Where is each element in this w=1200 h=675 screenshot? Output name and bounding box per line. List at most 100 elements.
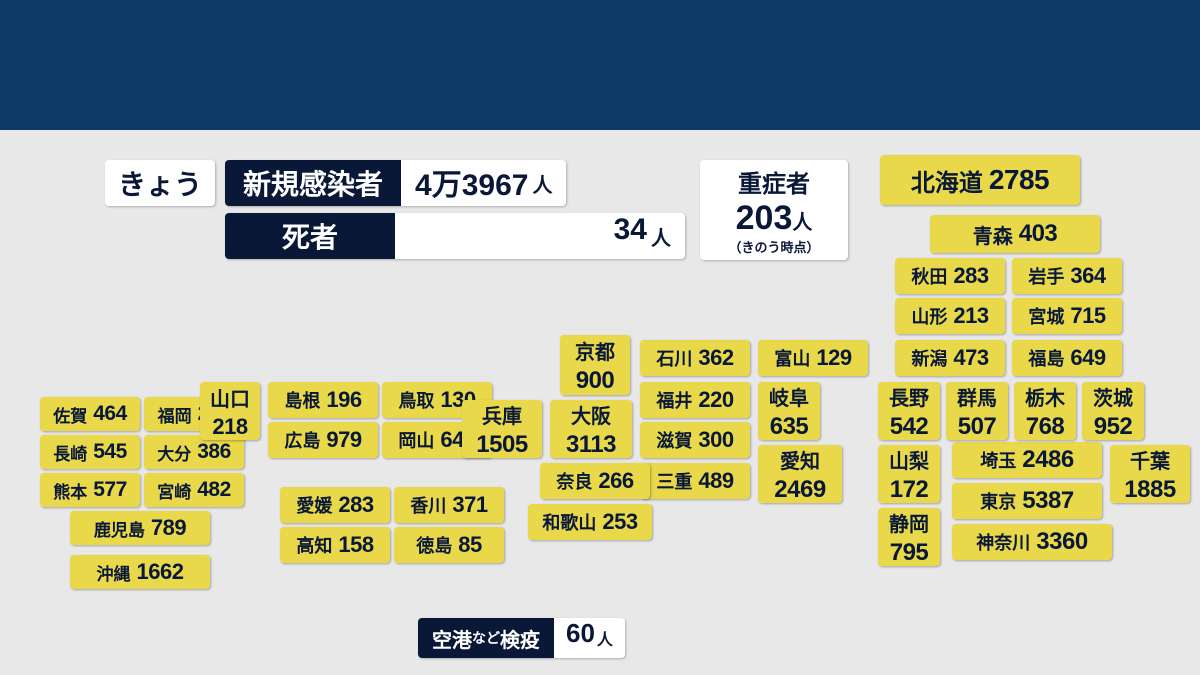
pref-label: 熊本 bbox=[53, 478, 87, 503]
tile-tokyo: 東京5387 bbox=[952, 483, 1102, 519]
pref-value: 196 bbox=[326, 387, 361, 413]
pref-value: 635 bbox=[770, 413, 809, 441]
deaths-value: 34 人 bbox=[395, 213, 685, 259]
pref-value: 158 bbox=[338, 532, 373, 558]
pref-label: 宮崎 bbox=[157, 478, 191, 503]
pref-value: 253 bbox=[602, 509, 637, 535]
critical-value: 203人 bbox=[736, 201, 813, 235]
airport-label: 空港など検疫 bbox=[418, 618, 554, 658]
pref-label: 静岡 bbox=[889, 508, 929, 537]
pref-label: 岩手 bbox=[1028, 263, 1064, 289]
tile-kumamoto: 熊本577 bbox=[40, 473, 140, 507]
pref-value: 283 bbox=[338, 492, 373, 518]
header-deaths: 死者 34 人 bbox=[225, 213, 685, 259]
unit-label: 人 bbox=[532, 169, 552, 198]
tile-hokkaido: 北海道2785 bbox=[880, 155, 1080, 205]
pref-value: 2469 bbox=[774, 476, 825, 504]
new-cases-value: 4万3967 人 bbox=[401, 160, 566, 206]
pref-value: 172 bbox=[890, 476, 929, 504]
pref-label: 福岡 bbox=[158, 402, 192, 427]
pref-label: 栃木 bbox=[1025, 382, 1065, 411]
pref-label: 埼玉 bbox=[980, 447, 1016, 473]
header-today: きょう bbox=[105, 160, 215, 206]
unit-label: 人 bbox=[651, 222, 671, 251]
tile-chiba: 千葉1885 bbox=[1110, 445, 1190, 503]
pref-label: 大分 bbox=[157, 440, 191, 465]
pref-value: 545 bbox=[93, 440, 127, 464]
pref-label: 三重 bbox=[656, 468, 692, 494]
pref-value: 482 bbox=[197, 478, 231, 502]
deaths-number: 34 bbox=[614, 213, 647, 247]
content-layer: きょう 新規感染者 4万3967 人 死者 34 人 重症者 203人 （きのう… bbox=[0, 0, 1200, 675]
pref-value: 3360 bbox=[1036, 528, 1087, 556]
pref-label: 神奈川 bbox=[976, 529, 1030, 555]
pref-value: 507 bbox=[958, 413, 997, 441]
airport-number: 60 bbox=[566, 618, 595, 649]
pref-value: 789 bbox=[151, 515, 186, 541]
pref-value: 464 bbox=[93, 402, 127, 426]
header-new-cases: 新規感染者 4万3967 人 bbox=[225, 160, 566, 206]
tile-ibaraki: 茨城952 bbox=[1082, 382, 1144, 440]
pref-value: 489 bbox=[698, 468, 733, 494]
pref-value: 362 bbox=[698, 345, 733, 371]
new-cases-number: 4万3967 bbox=[415, 160, 528, 204]
pref-label: 北海道 bbox=[911, 163, 983, 198]
tile-wakayama: 和歌山253 bbox=[528, 504, 652, 540]
pref-label: 山形 bbox=[911, 303, 947, 329]
tile-yamagata: 山形213 bbox=[895, 298, 1005, 334]
tile-hyogo: 兵庫1505 bbox=[462, 400, 542, 458]
deaths-label: 死者 bbox=[225, 213, 395, 259]
pref-label: 愛媛 bbox=[296, 492, 332, 518]
pref-label: 島根 bbox=[284, 387, 320, 413]
tile-hiroshima: 広島979 bbox=[268, 422, 378, 458]
tile-shizuoka: 静岡795 bbox=[878, 508, 940, 566]
pref-label: 宮城 bbox=[1028, 303, 1064, 329]
critical-number: 203 bbox=[736, 199, 793, 237]
pref-value: 371 bbox=[452, 492, 487, 518]
pref-label: 群馬 bbox=[957, 382, 997, 411]
tile-fukushima: 福島649 bbox=[1012, 340, 1122, 376]
pref-value: 283 bbox=[953, 263, 988, 289]
pref-value: 213 bbox=[953, 303, 988, 329]
pref-label: 秋田 bbox=[911, 263, 947, 289]
pref-value: 220 bbox=[698, 387, 733, 413]
tile-mie: 三重489 bbox=[640, 463, 750, 499]
pref-value: 300 bbox=[698, 427, 733, 453]
pref-label: 新潟 bbox=[911, 345, 947, 371]
tile-shiga: 滋賀300 bbox=[640, 422, 750, 458]
tile-saga: 佐賀464 bbox=[40, 397, 140, 431]
pref-label: 長崎 bbox=[53, 440, 87, 465]
pref-label: 兵庫 bbox=[482, 400, 522, 429]
tile-nagasaki: 長崎545 bbox=[40, 435, 140, 469]
pref-label: 千葉 bbox=[1130, 445, 1170, 474]
pref-label: 青森 bbox=[973, 220, 1013, 249]
pref-label: 佐賀 bbox=[53, 402, 87, 427]
pref-value: 403 bbox=[1019, 220, 1058, 248]
pref-value: 364 bbox=[1070, 263, 1105, 289]
tile-kagawa: 香川371 bbox=[394, 487, 504, 523]
pref-value: 1662 bbox=[137, 559, 184, 585]
pref-label: 愛知 bbox=[780, 445, 820, 474]
tile-ehime: 愛媛283 bbox=[280, 487, 390, 523]
pref-label: 石川 bbox=[656, 345, 692, 371]
airport-label-c: 検疫 bbox=[500, 624, 540, 653]
pref-label: 和歌山 bbox=[542, 509, 596, 535]
pref-value: 577 bbox=[93, 478, 127, 502]
pref-label: 滋賀 bbox=[656, 427, 692, 453]
pref-label: 鳥取 bbox=[398, 387, 434, 413]
critical-note: （きのう時点） bbox=[728, 237, 819, 256]
tile-miyazaki: 宮崎482 bbox=[144, 473, 244, 507]
pref-label: 山口 bbox=[210, 383, 250, 412]
pref-label: 岐阜 bbox=[769, 382, 809, 411]
tile-nara: 奈良266 bbox=[540, 463, 650, 499]
pref-label: 岡山 bbox=[398, 427, 434, 453]
pref-value: 900 bbox=[576, 367, 615, 395]
unit-label: 人 bbox=[792, 212, 812, 234]
pref-value: 218 bbox=[212, 414, 247, 440]
pref-label: 大阪 bbox=[571, 400, 611, 429]
unit-label: 人 bbox=[597, 626, 613, 650]
pref-value: 473 bbox=[953, 345, 988, 371]
pref-label: 広島 bbox=[284, 427, 320, 453]
pref-value: 768 bbox=[1026, 413, 1065, 441]
airport-label-a: 空港 bbox=[432, 624, 472, 653]
